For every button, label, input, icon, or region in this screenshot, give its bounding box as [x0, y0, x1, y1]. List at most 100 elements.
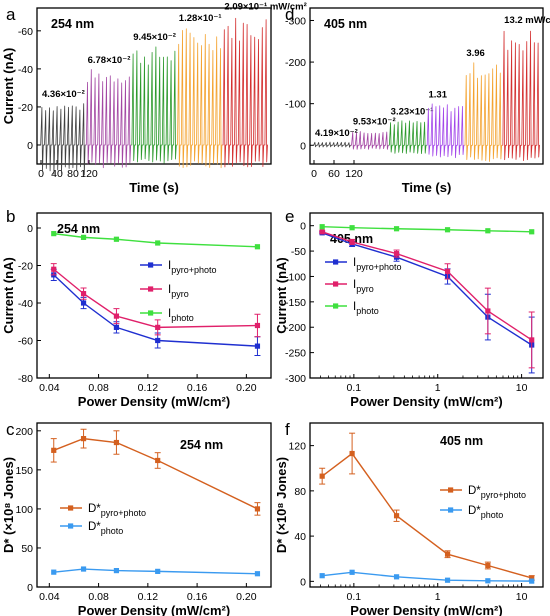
data-point-c-1: [113, 568, 120, 574]
y-tick-label-d: -100: [285, 99, 306, 111]
y-tick-label-e: 0: [300, 221, 306, 233]
legend-label-e-1: Ipyro: [353, 279, 374, 294]
data-point-e-1: [444, 268, 451, 274]
y-tick-label-c: 100: [15, 504, 33, 516]
x-tick-label-b: 0.12: [138, 382, 159, 394]
x-axis-label-a: Time (s): [129, 180, 179, 195]
wavelength-label-b: 254 nm: [57, 222, 100, 236]
series-line-b-1: [53, 268, 258, 329]
y-axis-label-c: D* (×10⁸ Jones): [1, 457, 16, 553]
panel-label-b: b: [6, 207, 15, 226]
data-point-f-0: [485, 562, 491, 569]
data-point-e-1: [529, 337, 535, 343]
y-tick-label-a: -40: [18, 64, 33, 76]
series-line-b-0: [53, 274, 258, 347]
legend-marker: [148, 310, 154, 316]
panel-label-f: f: [285, 420, 290, 439]
legend-label-f-1: D*photo: [468, 505, 503, 520]
legend-name: I: [353, 301, 356, 313]
x-tick-label-c: 0.20: [236, 591, 257, 603]
plot-frame-f: [309, 422, 544, 588]
series-segment-d: [464, 62, 503, 162]
data-point-b-1: [113, 313, 120, 319]
legend-subscript: pyro+photo: [101, 508, 146, 518]
legend-label-b-1: Ipyro: [168, 284, 189, 299]
x-tick-label-c: 0.12: [138, 591, 159, 603]
segment-label-d: 1.31: [429, 90, 448, 101]
panel-label-e: e: [285, 207, 294, 226]
segment-label-a: 9.45×10⁻²: [133, 32, 176, 43]
segment-label-d: 3.96: [466, 48, 485, 59]
data-point-c-1: [51, 569, 57, 575]
plot-frame-c: [36, 422, 272, 588]
series-line-a: [176, 28, 223, 169]
data-point-b-1: [155, 324, 161, 330]
series-line-a: [222, 17, 268, 168]
data-point-b-1: [51, 266, 57, 272]
series-segment-d: [313, 141, 351, 148]
series-line-d: [388, 120, 427, 154]
x-tick-label-c: 0.04: [39, 591, 60, 603]
series-line-d: [502, 30, 540, 162]
x-tick-label-a: 80: [67, 168, 79, 180]
data-point-f-1: [349, 569, 355, 575]
data-point-c-1: [80, 566, 87, 572]
legend-label-b-2: Iphoto: [168, 308, 194, 323]
data-point-b-0: [113, 324, 120, 330]
plot-frame-d: [309, 7, 544, 165]
y-tick-label-b: -80: [18, 373, 33, 385]
legend-marker: [333, 303, 339, 309]
legend-subscript: photo: [171, 313, 194, 323]
x-axis-label-e: Power Density (mW/cm²): [350, 394, 502, 409]
y-axis-label-f: D* (×10⁸ Jones): [274, 457, 289, 553]
y-tick-label-c: 0: [27, 582, 33, 594]
data-point-b-1: [254, 322, 261, 329]
segment-label-d: 4.19×10⁻²: [315, 128, 358, 139]
segment-label-d: 3.23×10⁻¹: [391, 106, 434, 117]
legend-label-f-0: D*pyro+photo: [468, 485, 526, 500]
plot-frame-b: [36, 212, 272, 379]
series-segment-d: [388, 120, 427, 154]
legend-subscript: pyro: [171, 289, 189, 299]
data-point-f-0: [529, 575, 535, 581]
data-point-b-2: [80, 234, 87, 240]
y-axis-label-a: Current (nA): [1, 48, 16, 125]
panel-label-d: d: [285, 5, 294, 24]
data-point-c-0: [113, 439, 120, 446]
data-point-f-0: [349, 450, 355, 457]
y-tick-label-f: 80: [294, 486, 306, 498]
wavelength-label-c: 254 nm: [180, 438, 223, 452]
x-tick-label-c: 0.08: [88, 591, 109, 603]
x-tick-label-e: 0.1: [347, 382, 362, 394]
wavelength-label-f: 405 nm: [440, 434, 483, 448]
y-tick-label-a: -60: [18, 26, 33, 38]
series-segment-a: [176, 28, 223, 169]
y-tick-label-b: 0: [27, 223, 33, 235]
data-point-e-1: [349, 239, 355, 245]
series-line-d: [464, 62, 503, 162]
series-segment-a: [131, 46, 177, 164]
series-line-c-0: [53, 437, 258, 510]
y-tick-label-e: -200: [285, 322, 306, 334]
legend-subscript: pyro+photo: [481, 490, 526, 500]
legend-label-c-0: D*pyro+photo: [88, 503, 146, 518]
data-point-f-1: [393, 574, 400, 580]
segment-label-a: 6.78×10⁻²: [88, 55, 131, 66]
y-tick-label-c: 50: [21, 543, 33, 555]
y-tick-label-d: -300: [285, 15, 306, 27]
x-tick-label-d: 60: [328, 168, 340, 180]
x-tick-label-e: 10: [516, 382, 528, 394]
y-tick-label-e: -250: [285, 348, 306, 360]
panel-label-c: c: [6, 420, 15, 439]
series-line-f-1: [322, 571, 532, 582]
x-tick-label-a: 40: [51, 168, 63, 180]
legend-marker: [333, 259, 339, 265]
legend-subscript: photo: [101, 526, 124, 536]
series-segment-d: [350, 131, 389, 150]
legend-name: I: [168, 260, 171, 272]
legend-name: D*: [468, 485, 481, 497]
series-line-f-0: [321, 452, 532, 579]
wavelength-label-a: 254 nm: [51, 17, 94, 31]
data-point-b-0: [80, 300, 87, 306]
series-line-d: [350, 131, 389, 150]
